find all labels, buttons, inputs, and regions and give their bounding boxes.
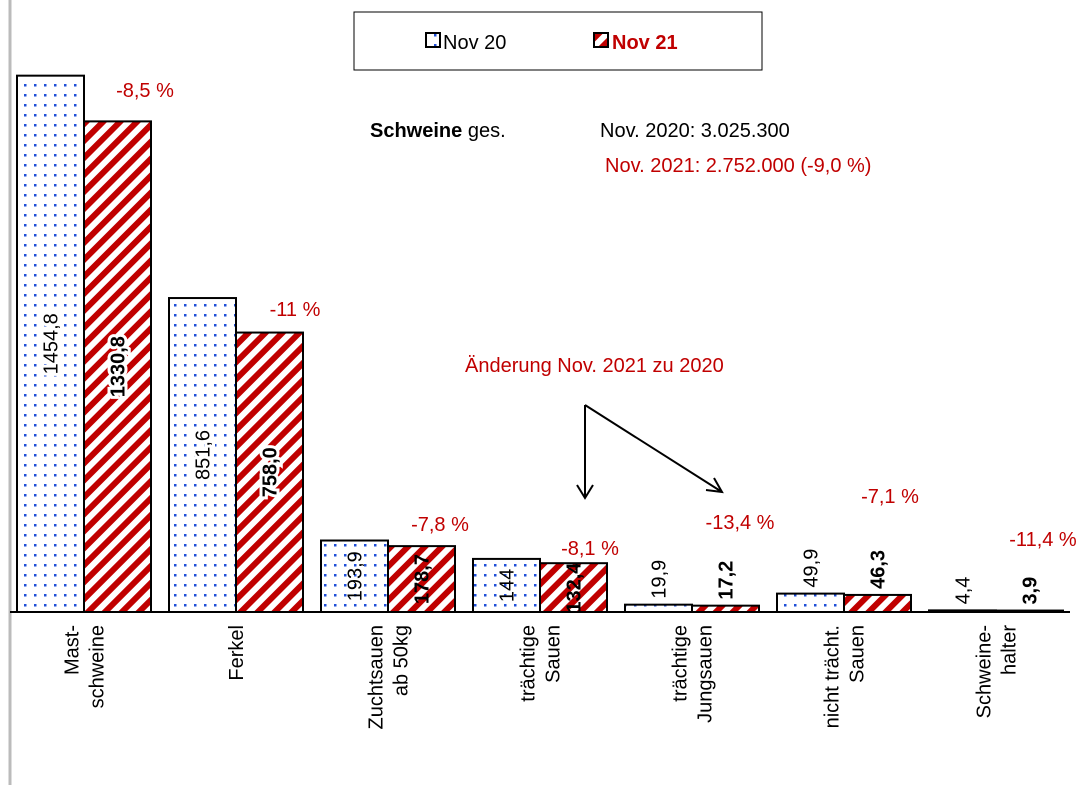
x-tick-label: Mast-	[62, 625, 84, 675]
value-label: 19,9	[649, 560, 671, 599]
annotation: Schweine	[370, 120, 462, 142]
value-label: 46,3	[868, 550, 890, 589]
arrow	[576, 404, 724, 500]
x-tick-label: nicht trächt.	[822, 625, 844, 728]
x-tick-label: trächtige	[518, 625, 540, 702]
value-label: 144	[497, 569, 519, 602]
legend-label: Nov 21	[612, 32, 678, 54]
annotation: Nov. 2021: 2.752.000 (-9,0 %)	[605, 155, 871, 177]
annotation: Nov. 2020: 3.025.300	[600, 120, 790, 142]
change-label: -11 %	[270, 299, 321, 321]
annotation: Schweine ges.	[370, 120, 506, 142]
x-tick-label: ab 50kg	[391, 625, 413, 696]
value-label: 4,4	[953, 577, 975, 605]
change-label: -13,4 %	[706, 512, 775, 534]
bar	[387, 545, 456, 613]
legend-label: Nov 20	[443, 32, 506, 54]
x-tick-label: Schweine-	[974, 625, 996, 718]
bar	[539, 562, 608, 614]
x-tick-label: Zuchtsauen	[366, 625, 388, 730]
value-label: 1454,8	[41, 313, 63, 374]
annotation: ges.	[468, 120, 506, 142]
change-label: -11,4 %	[1009, 529, 1077, 551]
x-tick-label: Ferkel	[226, 625, 248, 681]
legend	[353, 11, 763, 71]
value-label: 49,9	[801, 549, 823, 588]
annotation: Änderung Nov. 2021 zu 2020	[465, 355, 724, 377]
value-label: 17,2	[716, 561, 738, 600]
change-label: -8,5 %	[116, 80, 174, 102]
legend-swatch	[593, 32, 609, 48]
value-label: 132,4	[564, 562, 586, 613]
value-label: 758,0	[260, 447, 282, 497]
value-label: 178,7	[412, 554, 434, 604]
value-label: 193,9	[345, 551, 367, 601]
change-label: -7,1 %	[861, 486, 919, 508]
legend-swatch	[425, 32, 441, 48]
value-label: 851,6	[193, 430, 215, 480]
x-tick-label: schweine	[87, 625, 109, 708]
bar	[776, 592, 845, 613]
bar	[624, 603, 693, 613]
bar	[235, 331, 304, 613]
bar	[843, 593, 912, 613]
value-label: 1330,8	[108, 336, 130, 397]
x-tick-label: Jungsauen	[695, 625, 717, 723]
x-tick-label: trächtige	[670, 625, 692, 702]
x-tick-label: halter	[999, 625, 1021, 675]
x-tick-label: Sauen	[543, 625, 565, 683]
bar	[83, 120, 152, 614]
x-tick-label: Sauen	[847, 625, 869, 683]
value-label: 3,9	[1020, 577, 1042, 605]
change-label: -8,1 %	[561, 538, 619, 560]
change-label: -7,8 %	[411, 514, 469, 536]
